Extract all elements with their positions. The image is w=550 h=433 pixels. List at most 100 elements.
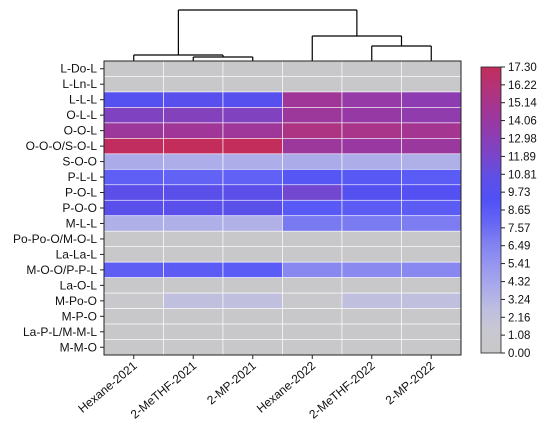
row-label: M-O-O/P-P-L: [26, 263, 97, 277]
heatmap-cell: [401, 339, 462, 356]
row-label: M-M-O: [60, 340, 97, 354]
heatmap-cell: [282, 308, 343, 325]
row-label: P-O-O: [62, 201, 97, 215]
heatmap-cell: [222, 199, 283, 217]
heatmap-cell: [282, 138, 343, 155]
heatmap-cell: [401, 230, 462, 247]
heatmap-cell: [282, 261, 343, 278]
heatmap-cell: [103, 277, 164, 294]
row-label: O-O-L: [64, 124, 98, 138]
row-label: L-L-L: [69, 93, 97, 107]
heatmap-cell: [282, 323, 343, 340]
heatmap-cell: [401, 292, 462, 309]
colorbar-tick-label: 11.89: [508, 151, 536, 163]
heatmap-cell: [341, 91, 402, 108]
colorbar-gradient: [480, 66, 502, 354]
heatmap-cell: [401, 76, 462, 93]
heatmap-cell: [103, 230, 164, 247]
colorbar-tick-label: 10.81: [508, 169, 537, 181]
heatmap-cell: [163, 215, 224, 232]
colorbar-tick-label: 17.30: [508, 62, 537, 74]
heatmap-cell: [103, 91, 164, 108]
row-label: P-O-L: [65, 186, 97, 200]
heatmap-cell: [401, 215, 462, 232]
heatmap-cell: [282, 246, 343, 263]
heatmap-cell: [401, 169, 462, 186]
heatmap-cell: [222, 323, 283, 340]
colorbar-tick-label: 3.24: [508, 294, 531, 306]
heatmap-cell: [222, 122, 283, 139]
heatmap-cell: [282, 215, 343, 232]
heatmap-cell: [341, 107, 402, 124]
heatmap-cell: [103, 169, 164, 186]
heatmap-cell: [341, 277, 402, 294]
heatmap-cell: [222, 60, 283, 77]
heatmap-cell: [103, 153, 164, 170]
row-label: M-P-O: [62, 309, 97, 323]
heatmap-cell: [222, 277, 283, 294]
heatmap-cell: [163, 323, 224, 340]
heatmap-cell: [163, 169, 224, 186]
heatmap-cell: [401, 323, 462, 340]
heatmap-cell: [222, 292, 283, 309]
heatmap-cell: [401, 199, 462, 217]
colorbar-tick-label: 1.08: [508, 330, 530, 342]
heatmap-cell: [401, 246, 462, 263]
heatmap-cell: [163, 292, 224, 309]
column-label: 2-MP-2022: [383, 358, 438, 407]
heatmap-cell: [341, 153, 402, 170]
heatmap-cell: [103, 323, 164, 340]
row-label: S-O-O: [62, 155, 97, 169]
colorbar-tick-label: 2.16: [508, 312, 530, 324]
heatmap-cell: [222, 308, 283, 325]
heatmap-cell: [163, 153, 224, 170]
column-label: 2-MeTHF-2022: [306, 358, 378, 421]
heatmap-cell: [401, 308, 462, 325]
heatmap-cell: [222, 76, 283, 93]
heatmap-cell: [341, 169, 402, 186]
heatmap-cell: [401, 153, 462, 170]
row-label: L-Do-L: [60, 62, 97, 76]
heatmap-cell: [222, 169, 283, 186]
row-label: L-Ln-L: [62, 77, 97, 91]
heatmap-cell: [163, 261, 224, 278]
heatmap-cell: [401, 261, 462, 278]
heatmap-cell: [103, 339, 164, 356]
heatmap-cell: [103, 76, 164, 93]
row-labels: L-Do-LL-Ln-L L-L-LO-L-L O-O-LO-O-O/S-O-L S-…: [13, 62, 104, 354]
heatmap-cell: [163, 199, 224, 217]
colorbar: 0.00 1.08 2.16 3.24 4.32 5.41 6.49 7.57 8.65 9.73…: [480, 62, 537, 360]
heatmap-cell: [401, 138, 462, 155]
heatmap-cell: [103, 308, 164, 325]
colorbar-tick-label: 14.06: [508, 116, 537, 128]
heatmap-cell: [163, 138, 224, 155]
heatmap-cell: [222, 153, 283, 170]
column-dendrogram: [133, 9, 432, 61]
colorbar-tick-label: 6.49: [508, 241, 530, 253]
heatmap-cell: [282, 169, 343, 186]
heatmap-cell: [103, 261, 164, 278]
heatmap-cell: [222, 138, 283, 155]
heatmap-cell: [222, 107, 283, 124]
heatmap-cell: [401, 60, 462, 77]
colorbar-tick-label: 12.98: [508, 133, 537, 145]
colorbar-tick-label: 15.14: [508, 98, 537, 110]
heatmap-cell: [341, 199, 402, 217]
heatmap-cell: [401, 91, 462, 108]
heatmap-cell: [103, 292, 164, 309]
heatmap-cell: [163, 60, 224, 77]
heatmap-cell: [103, 122, 164, 139]
heatmap-cell: [103, 184, 164, 201]
heatmap-cell: [341, 122, 402, 139]
heatmap-cell: [401, 184, 462, 201]
column-label: Hexane-2022: [254, 358, 318, 415]
colorbar-tick-label: 9.73: [508, 187, 530, 199]
heatmap-cell: [282, 277, 343, 294]
heatmap-cell: [163, 91, 224, 108]
heatmap-cell: [341, 230, 402, 247]
row-label: Po-Po-O/M-O-L: [13, 232, 97, 246]
heatmap-cell: [341, 339, 402, 356]
heatmap-cell: [341, 323, 402, 340]
heatmap-cell: [222, 215, 283, 232]
